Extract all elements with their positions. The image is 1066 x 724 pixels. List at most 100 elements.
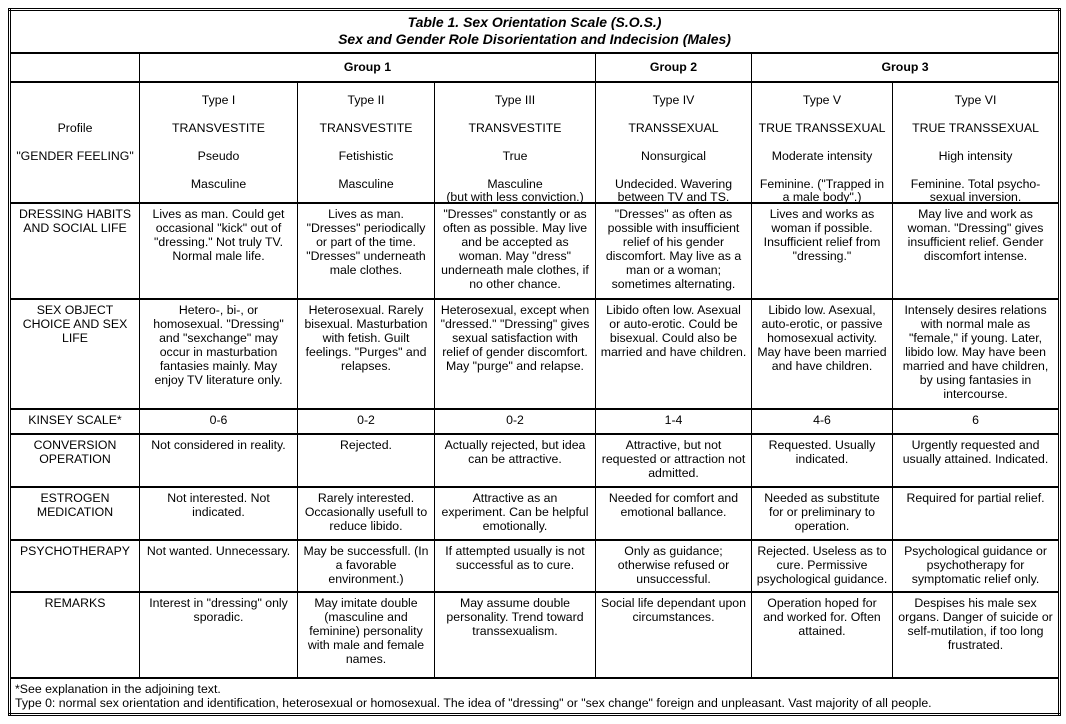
table-cell-type-2: May imitate double (masculine and femini…	[297, 591, 435, 679]
group-header-1: Group 1	[139, 52, 596, 83]
table-cell-type-3: Actually rejected, but idea can be attra…	[434, 433, 596, 488]
gender-feeling: Undecided. Wavering between TV and TS.	[614, 176, 733, 203]
table-cell-type-4: "Dresses" as often as possible with insu…	[595, 202, 752, 300]
table-cell-type-3: Attractive as an experiment. Can be help…	[434, 486, 596, 541]
profile: TRUE TRANSSEXUAL	[758, 120, 886, 135]
table-cell-type-1: Not interested. Not indicated.	[139, 486, 298, 541]
table-row: PSYCHOTHERAPY Not wanted. Unnecessary. May…	[9, 539, 1061, 593]
table-cell-type-5: Requested. Usually indicated.	[751, 433, 893, 488]
gender-feeling-intensity: Fetishistic	[338, 148, 394, 163]
group-row: Group 1 Group 2 Group 3	[9, 52, 1061, 83]
table-cell-type-4: Needed for comfort and emotional ballanc…	[595, 486, 752, 541]
table-cell-type-4: Libido often low. Asexual or auto-erotic…	[595, 298, 752, 410]
table-cell-type-5: Libido low. Asexual, auto-erotic, or pas…	[751, 298, 893, 410]
profile: TRANSVESTITE	[468, 120, 562, 135]
table-cell-type-1: 0-6	[139, 408, 298, 435]
title-row: Table 1. Sex Orientation Scale (S.O.S.) …	[8, 9, 1061, 54]
gender-feeling: Feminine. Total psycho-sexual inversion.	[910, 176, 1041, 203]
table-cell-type-6: Urgently requested and usually attained.…	[891, 433, 1061, 488]
table-cell-type-5: Needed as substitute for or preliminary …	[751, 486, 893, 541]
group-header-3: Group 3	[750, 52, 1061, 83]
type-name: Type I	[201, 92, 236, 107]
table-cell-type-2: Rejected.	[297, 433, 435, 488]
table-cell-type-6: Despises his male sex organs. Danger of …	[891, 591, 1061, 679]
profile: TRUE TRANSSEXUAL	[912, 120, 1039, 135]
title-line-2: Sex and Gender Role Disorientation and I…	[338, 31, 731, 48]
row-label: ESTROGEN MEDICATION	[9, 486, 140, 541]
table-title: Table 1. Sex Orientation Scale (S.O.S.) …	[8, 9, 1061, 54]
table-cell-type-2: May be successfull. (In a favorable envi…	[297, 539, 435, 593]
gender-feeling-intensity: High intensity	[938, 148, 1013, 163]
header-label-3	[15, 170, 135, 198]
table-cell-type-6: May live and work as woman. "Dressing" g…	[891, 202, 1061, 300]
table-cell-type-2: Heterosexual. Rarely bisexual. Masturbat…	[297, 298, 435, 410]
type-name: Type II	[347, 92, 385, 107]
profile: TRANSVESTITE	[172, 120, 265, 135]
table-cell-type-6: Psychological guidance or psychotherapy …	[891, 539, 1061, 593]
group-row-label	[9, 52, 140, 83]
row-label: PSYCHOTHERAPY	[9, 539, 140, 593]
table-cell-type-3: 0-2	[434, 408, 596, 435]
type-name: Type III	[494, 92, 536, 107]
table-cell-type-6: 6	[891, 408, 1061, 435]
table-cell-type-1: Lives as man. Could get occasional "kick…	[139, 202, 298, 300]
row-label: REMARKS	[9, 591, 140, 679]
gender-feeling-intensity: True	[502, 148, 528, 163]
table-cell-type-1: Not wanted. Unnecessary.	[139, 539, 298, 593]
type-header-4: Type IV TRANSSEXUAL Nonsurgical Undecided. …	[595, 81, 752, 204]
table-cell-type-3: May assume double personality. Trend tow…	[434, 591, 596, 679]
gender-feeling: Masculine (but with less conviction.)	[446, 176, 584, 203]
gender-feeling: Feminine. ("Trapped in a male body".)	[759, 176, 885, 203]
table-cell-type-2: Lives as man. "Dresses" periodically or …	[297, 202, 435, 300]
profile: TRANSVESTITE	[319, 120, 413, 135]
gender-feeling-intensity: Moderate intensity	[771, 148, 873, 163]
profile: TRANSSEXUAL	[628, 120, 719, 135]
row-label: KINSEY SCALE*	[9, 408, 140, 435]
table-row: REMARKS Interest in "dressing" only spora…	[9, 591, 1061, 679]
table-cell-type-1: Interest in "dressing" only sporadic.	[139, 591, 298, 679]
table-cell-type-5: Rejected. Useless as to cure. Permissive…	[751, 539, 893, 593]
type-name: Type V	[802, 92, 842, 107]
group-header-2: Group 2	[595, 52, 752, 83]
footnote-line2: Type 0: normal sex orientation and ident…	[15, 695, 932, 710]
table-cell-type-2: 0-2	[297, 408, 435, 435]
header-label-0	[15, 86, 135, 114]
table-cell-type-3: Heterosexual, except when "dressed." "Dr…	[434, 298, 596, 410]
type-header-3: Type III TRANSVESTITE True Masculine (but wi…	[434, 81, 596, 204]
type-header-row: Profile "GENDER FEELING" Type I TRANSVESTIT…	[9, 81, 1061, 204]
table-row: ESTROGEN MEDICATION Not interested. Not i…	[9, 486, 1061, 541]
table-row: SEX OBJECT CHOICE AND SEX LIFE Hetero-, b…	[9, 298, 1061, 410]
footnote-row: *See explanation in the adjoining text. T…	[8, 677, 1061, 715]
table-cell-type-3: "Dresses" constantly or as often as poss…	[434, 202, 596, 300]
header-label-1: Profile	[57, 120, 93, 135]
table-cell-type-4: 1-4	[595, 408, 752, 435]
table-cell-type-3: If attempted usually is not successful a…	[434, 539, 596, 593]
table-cell-type-4: Attractive, but not requested or attract…	[595, 433, 752, 488]
type-name: Type IV	[652, 92, 695, 107]
type-header-2: Type II TRANSVESTITE Fetishistic Masculine	[297, 81, 435, 204]
footnote: *See explanation in the adjoining text. T…	[8, 677, 1061, 715]
table-cell-type-6: Intensely desires relations with normal …	[891, 298, 1061, 410]
sex-orientation-scale-table: Table 1. Sex Orientation Scale (S.O.S.) …	[8, 8, 1062, 716]
type-header-6: Type VI TRUE TRANSSEXUAL High intensity Fem…	[891, 81, 1061, 204]
table-row: KINSEY SCALE* 0-6 0-2 0-2 1-4 4-6 6	[9, 408, 1061, 435]
gender-feeling-intensity: Pseudo	[197, 148, 240, 163]
table-cell-type-5: 4-6	[751, 408, 893, 435]
type-header-5: Type V TRUE TRANSSEXUAL Moderate intensity…	[751, 81, 893, 204]
row-label: SEX OBJECT CHOICE AND SEX LIFE	[9, 298, 140, 410]
table-row: DRESSING HABITS AND SOCIAL LIFE Lives as …	[9, 202, 1061, 300]
table-cell-type-2: Rarely interested. Occasionally usefull …	[297, 486, 435, 541]
header-labels: Profile "GENDER FEELING"	[9, 81, 140, 204]
gender-feeling: Masculine	[190, 176, 247, 191]
table-row: CONVERSION OPERATION Not considered in re…	[9, 433, 1061, 488]
title-line-1: Table 1. Sex Orientation Scale (S.O.S.)	[407, 14, 662, 31]
table-cell-type-5: Lives and works as woman if possible. In…	[751, 202, 893, 300]
table-cell-type-5: Operation hoped for and worked for. Ofte…	[751, 591, 893, 679]
footnote-line1: *See explanation in the adjoining text.	[15, 681, 221, 696]
gender-feeling: Masculine	[338, 176, 394, 191]
type-header-1: Type I TRANSVESTITE Pseudo Masculine	[139, 81, 298, 204]
gender-feeling-intensity: Nonsurgical	[641, 148, 706, 163]
header-label-2: "GENDER FEELING"	[16, 148, 134, 163]
table-cell-type-1: Not considered in reality.	[139, 433, 298, 488]
table-cell-type-6: Required for partial relief.	[891, 486, 1061, 541]
